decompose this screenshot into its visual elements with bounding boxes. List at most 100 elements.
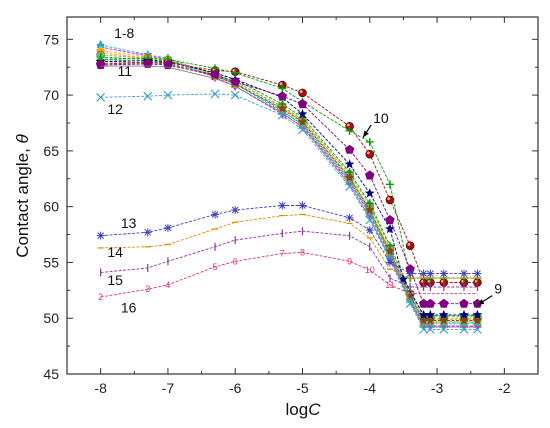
star-marker	[385, 246, 395, 256]
y-tick-label: 55	[43, 254, 59, 270]
series-line	[100, 214, 478, 279]
asterisk-marker	[459, 269, 468, 278]
y-tick-label: 60	[43, 199, 59, 215]
asterisk-marker	[143, 228, 152, 237]
y-tick-label: 65	[43, 143, 59, 159]
ball-marker-highlight	[299, 90, 303, 93]
point-digit-label: 7	[280, 249, 285, 259]
point-digit-label: 5	[213, 262, 218, 272]
pentagon-marker	[439, 298, 449, 308]
series-line	[100, 93, 478, 330]
pentagon-marker	[385, 215, 395, 225]
pentagon-marker	[277, 91, 288, 101]
series-12	[96, 89, 482, 334]
pentagon-marker	[365, 170, 375, 180]
x-tick-label: -6	[229, 380, 242, 396]
star-marker	[398, 274, 409, 284]
asterisk-marker	[231, 206, 240, 215]
star-marker	[472, 309, 483, 320]
x-tick-label: -7	[162, 380, 175, 396]
pentagon-marker	[344, 144, 355, 154]
star-marker	[364, 204, 375, 215]
plus-marker	[385, 180, 394, 189]
x-marker	[230, 90, 240, 100]
annotation-10: 10	[373, 110, 389, 126]
x-marker	[459, 324, 469, 334]
asterisk-marker	[439, 269, 448, 278]
point-digit-label: 10	[365, 265, 375, 275]
point-digit-label: 8	[300, 247, 305, 257]
asterisk-marker	[406, 269, 415, 278]
plus-marker	[345, 126, 354, 135]
series-line	[100, 62, 478, 283]
pentagon-marker	[459, 298, 469, 308]
star-marker	[438, 309, 449, 320]
asterisk-marker	[365, 226, 374, 235]
star-marker	[277, 103, 288, 113]
series-line	[100, 44, 478, 324]
star-marker	[418, 309, 429, 320]
x-marker	[425, 324, 435, 334]
x-marker	[405, 299, 415, 309]
x-marker	[143, 91, 153, 101]
point-digit-label: 6	[233, 256, 238, 266]
annotation-13: 13	[121, 215, 137, 231]
pentagon-marker	[297, 99, 308, 109]
star-marker	[418, 315, 429, 325]
triangle-marker	[96, 39, 105, 48]
series-line	[100, 57, 478, 279]
y-axis-title: Contact angle, θ	[13, 133, 32, 257]
series-14	[97, 213, 481, 279]
plus-marker	[278, 84, 287, 93]
star-marker	[344, 172, 355, 182]
star-marker	[385, 223, 395, 234]
star-marker	[344, 159, 355, 169]
pentagon-marker	[230, 76, 240, 86]
plus-marker	[365, 137, 374, 146]
x-marker	[163, 90, 173, 100]
pentagon-marker	[210, 70, 220, 80]
plus-marker	[231, 68, 240, 77]
x-axis-title: logC	[286, 400, 322, 419]
annotation-1-8: 1-8	[114, 25, 134, 41]
ball-marker-highlight	[387, 197, 391, 201]
series-line	[100, 52, 478, 323]
asterisk-marker	[385, 258, 394, 267]
x-tick-label: -8	[94, 380, 107, 396]
pentagon-marker	[418, 298, 429, 308]
star-marker	[459, 315, 469, 325]
point-digit-label: 11	[385, 280, 394, 290]
x-marker	[277, 110, 287, 120]
x-tick-label: -4	[364, 380, 377, 396]
series-15	[100, 227, 479, 291]
series-line	[100, 60, 478, 316]
point-digit-label: 9	[347, 256, 352, 266]
star-marker	[438, 315, 449, 325]
point-digit-label: 4	[165, 280, 170, 290]
y-tick-label: 70	[43, 87, 59, 103]
annotation-15: 15	[107, 272, 123, 288]
x-marker	[96, 92, 106, 102]
series-pentagon	[95, 58, 483, 308]
star-marker	[405, 290, 416, 301]
y-tick-label: 45	[43, 366, 59, 382]
x-marker	[439, 324, 449, 334]
series-line	[100, 63, 478, 305]
series-10+	[96, 54, 482, 283]
x-marker	[298, 125, 307, 135]
x-marker	[473, 324, 482, 334]
x-tick-label: -2	[498, 380, 511, 396]
series-line	[100, 251, 478, 298]
asterisk-marker	[298, 201, 307, 210]
series-11	[100, 65, 478, 328]
point-digit-label: 2	[98, 292, 103, 302]
asterisk-marker	[211, 210, 220, 219]
ball-marker-highlight	[346, 123, 350, 127]
y-tick-label: 75	[43, 31, 59, 47]
ball-marker	[405, 241, 415, 251]
star-marker	[459, 309, 469, 320]
asterisk-marker	[345, 213, 354, 222]
series-line	[100, 65, 478, 328]
